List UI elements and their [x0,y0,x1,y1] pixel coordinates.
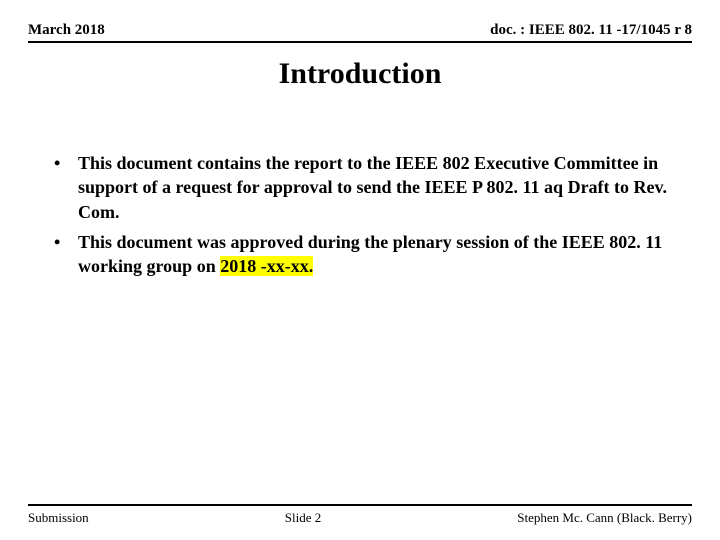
footer-author: Stephen Mc. Cann (Black. Berry) [517,510,692,526]
footer-left: Submission [28,510,89,526]
bullet-list: This document contains the report to the… [48,151,672,278]
page-title: Introduction [28,57,692,91]
footer-slide-number: Slide 2 [89,510,518,526]
slide-page: March 2018 doc. : IEEE 802. 11 -17/1045 … [0,0,720,540]
bullet-text: This document contains the report to the… [78,153,667,222]
bullet-item: This document was approved during the pl… [48,230,672,279]
header-bar: March 2018 doc. : IEEE 802. 11 -17/1045 … [28,22,692,43]
footer-bar: Submission Slide 2 Stephen Mc. Cann (Bla… [28,506,692,526]
bullet-text: This document was approved during the pl… [78,232,662,276]
header-date: March 2018 [28,22,105,39]
highlighted-text: 2018 -xx-xx. [220,256,313,276]
body-content: This document contains the report to the… [28,91,692,504]
bullet-item: This document contains the report to the… [48,151,672,224]
header-doc-id: doc. : IEEE 802. 11 -17/1045 r 8 [490,22,692,39]
